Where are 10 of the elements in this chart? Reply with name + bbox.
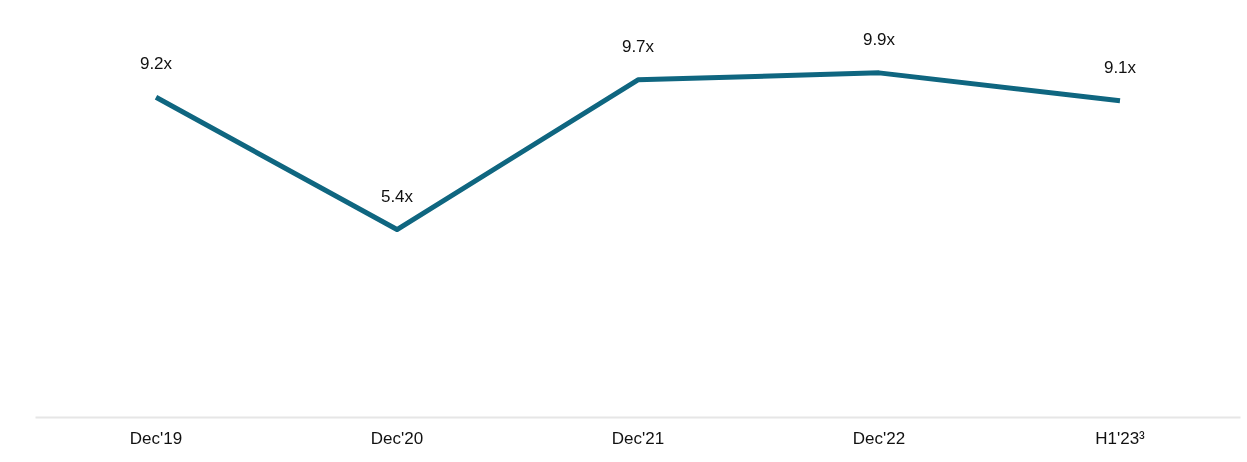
data-label: 9.2x [139, 54, 173, 74]
x-tick-label: Dec'19 [129, 428, 183, 448]
x-tick-label: H1'23³ [1095, 428, 1146, 448]
data-label: 9.9x [862, 29, 896, 49]
x-tick-label: Dec'20 [370, 428, 424, 448]
data-label: 9.7x [621, 36, 655, 56]
x-tick-label: Dec'21 [611, 428, 665, 448]
data-label: 9.1x [1103, 57, 1137, 77]
x-tick-label: Dec'22 [852, 428, 906, 448]
data-label: 5.4x [380, 186, 414, 206]
